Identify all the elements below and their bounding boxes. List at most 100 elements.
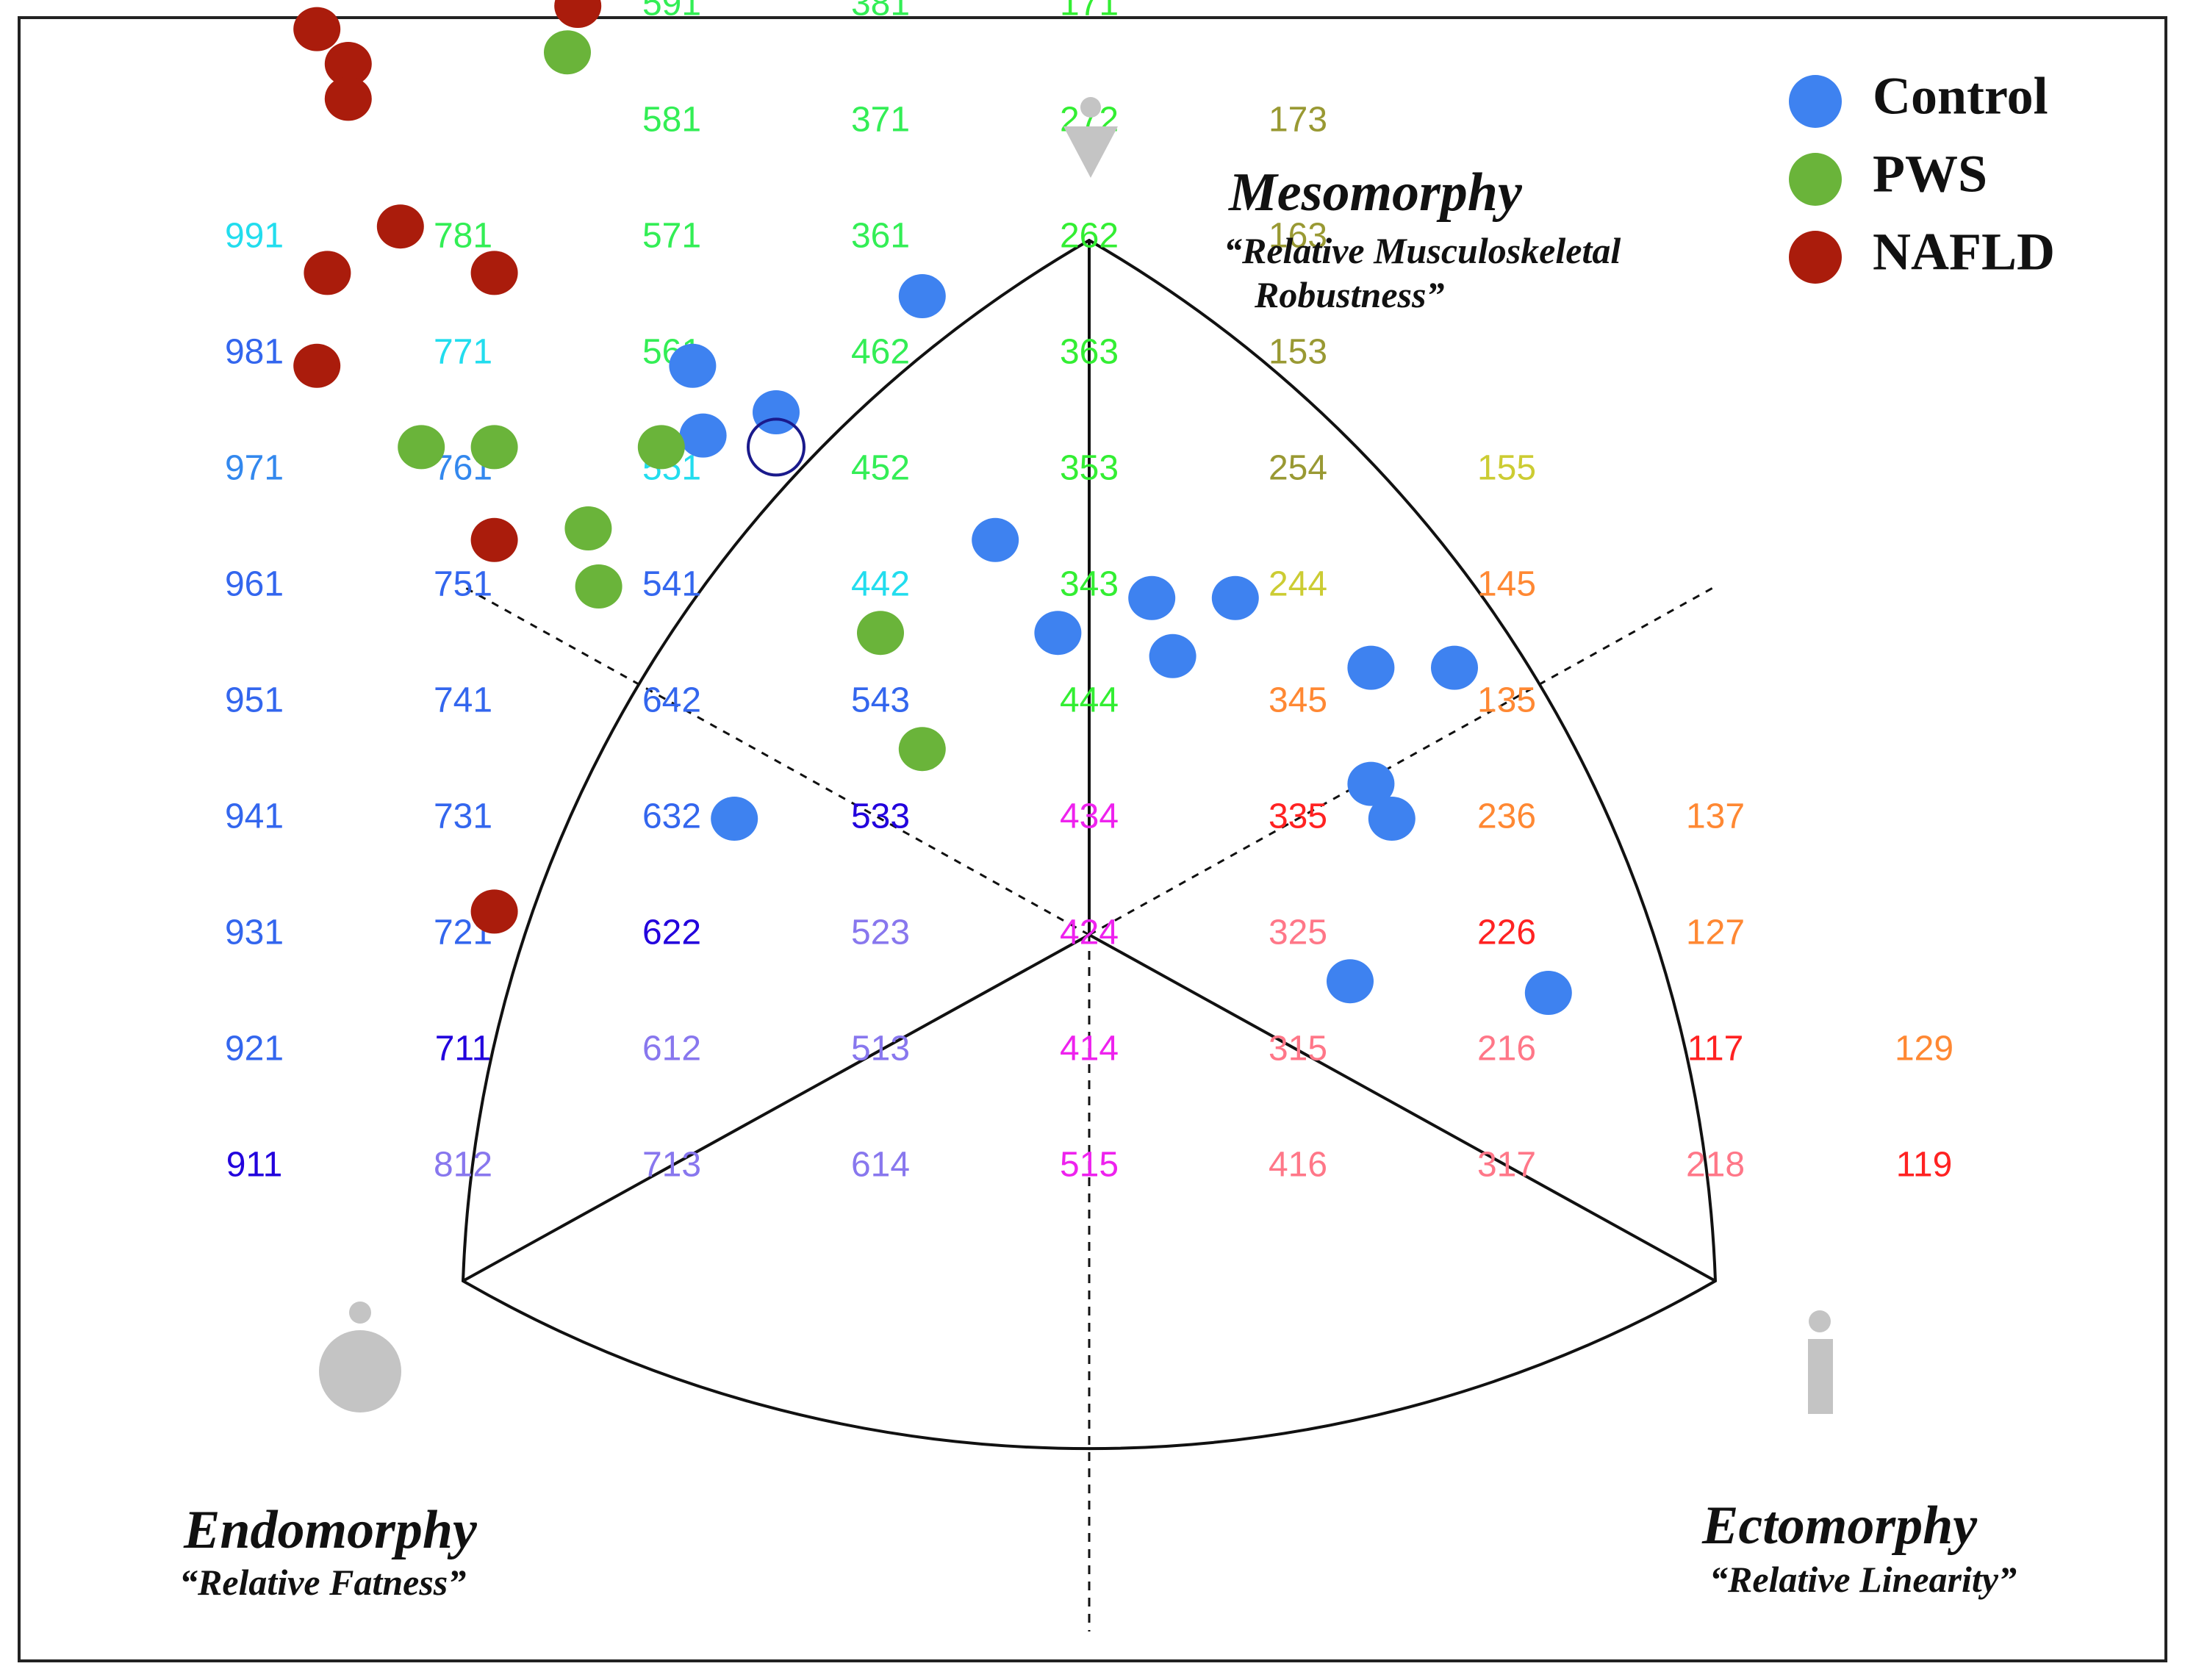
grid-label-381: 381 [851,0,910,24]
mesomorphy-title: Mesomorphy [1228,162,1523,223]
grid-label-632: 632 [642,797,701,836]
grid-label-335: 335 [1269,797,1327,836]
grid-label-711: 711 [435,1030,492,1069]
grid-label-452: 452 [851,449,910,488]
grid-label-353: 353 [1060,449,1119,488]
grid-label-961: 961 [225,565,284,604]
grid-label-444: 444 [1060,681,1119,720]
pws-point [898,727,946,772]
grid-label-614: 614 [851,1146,910,1185]
pws-point [637,425,685,470]
grid-label-591: 591 [642,0,701,24]
legend-label-nafld: NAFLD [1873,223,2055,281]
control-point [1034,611,1082,656]
grid-label-216: 216 [1477,1030,1536,1069]
ectomorphy-axis [1088,933,1716,1282]
grid-label-135: 135 [1477,681,1536,720]
nafld-point [470,251,518,295]
grid-label-361: 361 [851,217,910,256]
grid-label-991: 991 [225,217,284,256]
mesomorphy-icon [1063,97,1118,178]
grid-label-771: 771 [434,333,492,372]
grid-label-226: 226 [1477,913,1536,952]
nafld-point [470,889,518,934]
grid-label-127: 127 [1686,913,1745,952]
grid-label-931: 931 [225,913,284,952]
grid-label-117: 117 [1687,1030,1744,1069]
grid-label-622: 622 [642,913,701,952]
grid-label-155: 155 [1477,449,1536,488]
legend-label-control: Control [1873,67,2048,126]
grid-label-513: 513 [851,1030,910,1069]
grid-label-751: 751 [434,565,492,604]
pws-point [398,425,445,470]
endomorphy-subtitle: “Relative Fatness” [179,1562,466,1603]
ectomorphy-subtitle: “Relative Linearity” [1709,1559,2017,1600]
grid-label-137: 137 [1686,797,1745,836]
grid-label-163: 163 [1269,217,1327,256]
grid-label-731: 731 [434,797,492,836]
grid-label-173: 173 [1269,101,1327,140]
nafld-point [293,343,341,388]
grid-label-612: 612 [642,1030,701,1069]
control-point [1347,761,1395,806]
grid-label-171: 171 [1060,0,1119,24]
grid-label-741: 741 [434,681,492,720]
control-point [1368,797,1416,841]
grid-label-254: 254 [1269,449,1327,488]
pws-point [564,506,612,550]
data-points [293,0,1572,1015]
grid-label-951: 951 [225,681,284,720]
grid-label-129: 129 [1895,1030,1953,1069]
control-point [898,274,946,318]
grid-label-533: 533 [851,797,910,836]
mesomorphy-subtitle-line2: Robustness” [1254,274,1444,315]
nafld-point [470,517,518,562]
control-point [1128,575,1176,620]
control-point [1347,645,1395,690]
ectomorphy-icon [1808,1310,1833,1414]
grid-label-515: 515 [1060,1146,1119,1185]
grid-label-971: 971 [225,449,284,488]
pws-point [470,425,518,470]
legend-marker-control [1789,75,1842,128]
control-point [669,343,717,388]
grid-label-812: 812 [434,1146,492,1185]
control-point [753,390,800,434]
grid-label-145: 145 [1477,565,1536,604]
grid-label-424: 424 [1060,913,1119,952]
control-point [679,413,727,458]
legend-marker-pws [1789,153,1842,206]
grid-label-416: 416 [1269,1146,1327,1185]
endomorphy-icon [319,1302,401,1412]
grid-label-315: 315 [1269,1030,1327,1069]
grid-label-325: 325 [1269,913,1327,952]
dashed-left-axis [462,585,1090,936]
grid-label-345: 345 [1269,681,1327,720]
control-point [972,517,1019,562]
grid-label-581: 581 [642,101,701,140]
endomorphy-title: Endomorphy [183,1500,478,1560]
nafld-point [293,7,341,51]
nafld-point [324,42,372,86]
control-point [1327,959,1374,1004]
grid-label-921: 921 [225,1030,284,1069]
grid-label-218: 218 [1686,1146,1745,1185]
grid-label-262: 262 [1060,217,1119,256]
control-point [1431,645,1478,690]
grid-label-981: 981 [225,333,284,372]
grid-label-244: 244 [1269,565,1327,604]
grid-label-462: 462 [851,333,910,372]
control-point [711,797,758,841]
control-point [1524,971,1572,1015]
grid-label-371: 371 [851,101,910,140]
pws-point [544,30,591,75]
grid-label-236: 236 [1477,797,1536,836]
grid-label-414: 414 [1060,1030,1119,1069]
grid-label-317: 317 [1477,1146,1536,1185]
grid-label-713: 713 [642,1146,701,1185]
nafld-point [324,76,372,121]
ectomorphy-title: Ectomorphy [1701,1496,1978,1556]
pws-point [857,611,904,656]
legend-marker-nafld [1789,231,1842,284]
